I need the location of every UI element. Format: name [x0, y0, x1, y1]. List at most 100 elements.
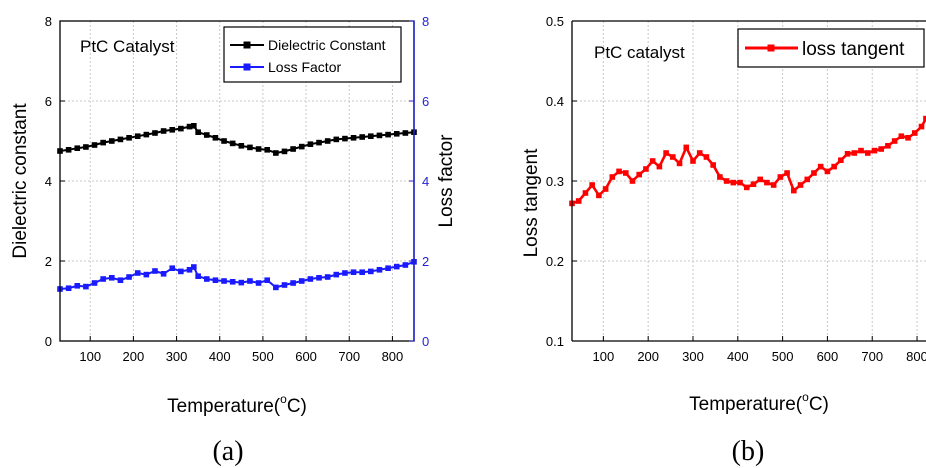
- data-point-loss-tangent: [723, 178, 730, 184]
- data-point-loss-tangent: [784, 170, 790, 176]
- data-point-loss-factor: [333, 271, 340, 278]
- data-point-loss-tangent: [844, 151, 851, 157]
- data-point-dielectric-constant: [255, 146, 262, 152]
- data-point-loss-tangent: [609, 174, 616, 180]
- data-point-loss-factor: [298, 278, 305, 284]
- data-point-dielectric-constant: [109, 138, 115, 144]
- chart-a-ytick-left-label: 6: [45, 94, 52, 109]
- data-point-loss-tangent: [629, 178, 636, 184]
- data-point-dielectric-constant: [350, 135, 357, 141]
- data-point-dielectric-constant: [393, 131, 400, 137]
- data-point-loss-tangent: [737, 179, 743, 186]
- data-point-loss-factor: [273, 284, 279, 291]
- chart-b-ytick-label: 0.2: [546, 254, 564, 269]
- chart-a-ytick-left-label: 4: [45, 174, 52, 189]
- chart-a-ticks: 100 200 300 400 500 600 700 800 0 2 4 6 8 0 2 4 6 8: [45, 14, 429, 364]
- chart-a-xlabel: Temperature(oC): [167, 392, 307, 417]
- data-point-loss-tangent: [602, 186, 609, 192]
- data-point-dielectric-constant: [307, 141, 314, 147]
- data-point-loss-tangent: [656, 163, 663, 170]
- data-point-loss-tangent: [918, 123, 925, 130]
- data-point-dielectric-constant: [203, 132, 210, 138]
- data-point-loss-factor: [74, 283, 81, 289]
- data-point-dielectric-constant: [273, 150, 279, 156]
- data-point-dielectric-constant: [342, 135, 348, 142]
- data-point-dielectric-constant: [298, 143, 305, 150]
- chart-b-xtick-label: 500: [772, 349, 794, 364]
- chart-a-xtick-label: 200: [123, 349, 145, 364]
- data-point-loss-factor: [324, 274, 331, 280]
- data-point-dielectric-constant: [100, 139, 106, 146]
- chart-a-xtick-label: 800: [382, 349, 404, 364]
- data-point-dielectric-constant: [376, 132, 383, 139]
- data-point-loss-tangent: [838, 157, 844, 163]
- data-point-dielectric-constant: [126, 135, 132, 141]
- chart-a-ytick-right-label: 6: [422, 94, 429, 109]
- data-point-loss-tangent: [923, 115, 926, 122]
- data-point-loss-tangent: [717, 174, 723, 180]
- data-point-loss-tangent: [743, 184, 750, 191]
- data-point-loss-tangent: [898, 133, 905, 139]
- data-point-loss-factor: [376, 267, 383, 273]
- data-point-loss-tangent: [831, 163, 837, 170]
- data-point-loss-factor: [160, 271, 167, 277]
- data-point-loss-factor: [281, 282, 288, 288]
- data-point-loss-factor: [178, 268, 184, 275]
- chart-b-ticks: 100 200 300 400 500 600 700 800 0.1 0.2 0.3 0.4 0.5: [546, 14, 926, 364]
- data-point-loss-tangent: [791, 187, 797, 194]
- chart-b-caption: (b): [732, 436, 765, 467]
- chart-b-ytick-label: 0.4: [546, 94, 564, 109]
- chart-a-xtick-label: 400: [209, 349, 231, 364]
- data-point-loss-tangent: [871, 147, 878, 154]
- data-point-loss-factor: [117, 277, 124, 283]
- data-point-dielectric-constant: [290, 146, 296, 152]
- data-point-dielectric-constant: [178, 125, 184, 132]
- data-point-loss-factor: [152, 268, 158, 274]
- data-point-loss-tangent: [710, 162, 716, 168]
- data-point-loss-tangent: [891, 138, 898, 144]
- chart-a-legend-box: [223, 26, 402, 83]
- data-point-dielectric-constant: [324, 138, 331, 144]
- chart-b-legend: loss tangent: [737, 28, 925, 68]
- data-point-loss-tangent: [622, 170, 629, 176]
- data-point-loss-tangent: [683, 144, 690, 151]
- data-point-loss-tangent: [851, 150, 858, 156]
- data-point-dielectric-constant: [186, 123, 193, 130]
- data-point-loss-factor: [126, 274, 132, 280]
- data-point-loss-tangent: [858, 147, 864, 154]
- data-point-loss-tangent: [663, 150, 669, 156]
- chart-b-ytick-label: 0.5: [546, 14, 564, 29]
- data-point-dielectric-constant: [359, 134, 365, 140]
- chart-a-xtick-label: 600: [295, 349, 317, 364]
- chart-a-annotation: PtC Catalyst: [80, 37, 175, 56]
- chart-b: 100 200 300 400 500 600 700 8000.10.20.30.40.5 …: [521, 14, 926, 467]
- data-point-loss-tangent: [770, 182, 777, 188]
- chart-b-xtick-label: 100: [593, 349, 615, 364]
- data-point-loss-factor: [100, 276, 106, 282]
- data-point-loss-tangent: [757, 176, 764, 183]
- data-point-loss-factor: [169, 265, 176, 271]
- data-point-loss-factor: [83, 283, 89, 290]
- data-point-loss-tangent: [797, 182, 804, 188]
- data-point-loss-factor: [264, 277, 271, 283]
- data-point-loss-factor: [238, 279, 245, 286]
- data-point-loss-tangent: [911, 130, 918, 136]
- chart-a-ytick-left-label: 2: [45, 254, 52, 269]
- chart-a-ytick-left-label: 0: [45, 334, 52, 349]
- legend-marker-loss-factor: [243, 63, 251, 71]
- data-point-dielectric-constant: [385, 131, 391, 138]
- data-point-loss-tangent: [643, 166, 649, 172]
- data-point-loss-tangent: [817, 163, 824, 170]
- data-point-loss-factor: [143, 271, 150, 278]
- data-point-loss-tangent: [596, 192, 602, 199]
- chart-b-xtick-label: 200: [637, 349, 659, 364]
- chart-a-series: [57, 123, 417, 292]
- chart-a: 100 200 300 400 500 600 700 800 0 2 4 6 8 0 2 4 6 8 PtC C…: [10, 14, 457, 467]
- chart-b-xtick-label: 300: [682, 349, 704, 364]
- data-point-dielectric-constant: [195, 129, 201, 135]
- data-point-loss-factor: [385, 265, 391, 271]
- chart-b-xtick-label: 800: [906, 349, 926, 364]
- data-point-loss-factor: [229, 279, 236, 285]
- data-point-dielectric-constant: [169, 127, 176, 133]
- legend-marker-dielectric: [243, 41, 251, 49]
